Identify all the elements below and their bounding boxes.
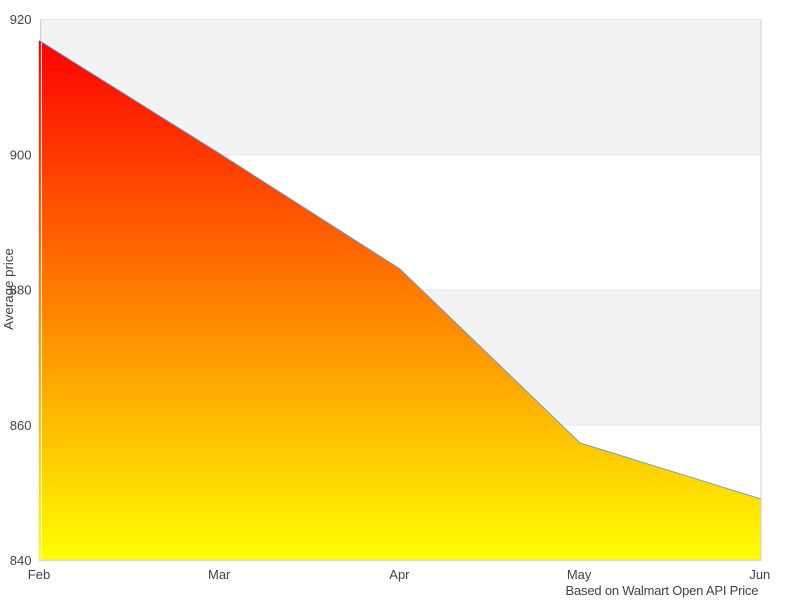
svg-text:Apr: Apr: [389, 567, 410, 582]
svg-text:Average price: Average price: [1, 248, 16, 330]
svg-text:Based on Walmart Open API Pric: Based on Walmart Open API Price: [566, 583, 759, 598]
svg-text:880: 880: [10, 283, 32, 298]
svg-text:900: 900: [10, 147, 32, 162]
svg-text:Feb: Feb: [28, 567, 50, 582]
svg-text:Mar: Mar: [208, 567, 231, 582]
svg-text:920: 920: [10, 12, 32, 27]
svg-text:840: 840: [10, 553, 32, 568]
svg-text:Jun: Jun: [749, 567, 770, 582]
svg-text:860: 860: [10, 418, 32, 433]
svg-text:May: May: [567, 567, 592, 582]
